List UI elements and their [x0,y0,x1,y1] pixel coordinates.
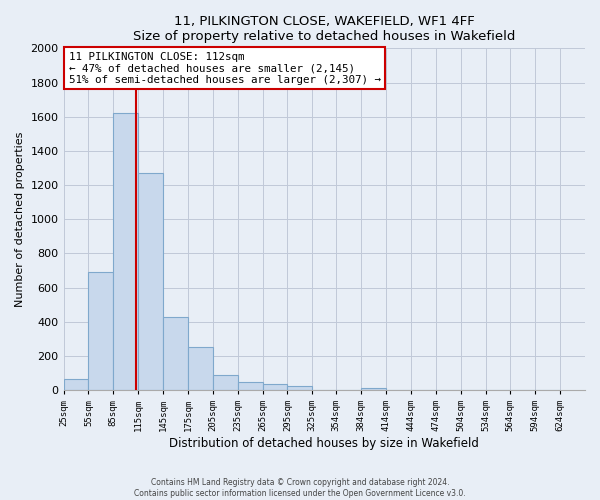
Bar [88,272,113,390]
Bar [64,379,88,390]
Bar [138,173,163,390]
Bar [287,386,312,390]
Text: Contains HM Land Registry data © Crown copyright and database right 2024.
Contai: Contains HM Land Registry data © Crown c… [134,478,466,498]
X-axis label: Distribution of detached houses by size in Wakefield: Distribution of detached houses by size … [169,437,479,450]
Bar [213,375,238,390]
Title: 11, PILKINGTON CLOSE, WAKEFIELD, WF1 4FF
Size of property relative to detached h: 11, PILKINGTON CLOSE, WAKEFIELD, WF1 4FF… [133,15,515,43]
Bar [113,114,138,390]
Text: 11 PILKINGTON CLOSE: 112sqm
← 47% of detached houses are smaller (2,145)
51% of : 11 PILKINGTON CLOSE: 112sqm ← 47% of det… [69,52,381,85]
Bar [163,316,188,390]
Bar [188,346,213,390]
Bar [361,388,386,390]
Y-axis label: Number of detached properties: Number of detached properties [15,132,25,307]
Bar [263,384,287,390]
Bar [238,382,263,390]
